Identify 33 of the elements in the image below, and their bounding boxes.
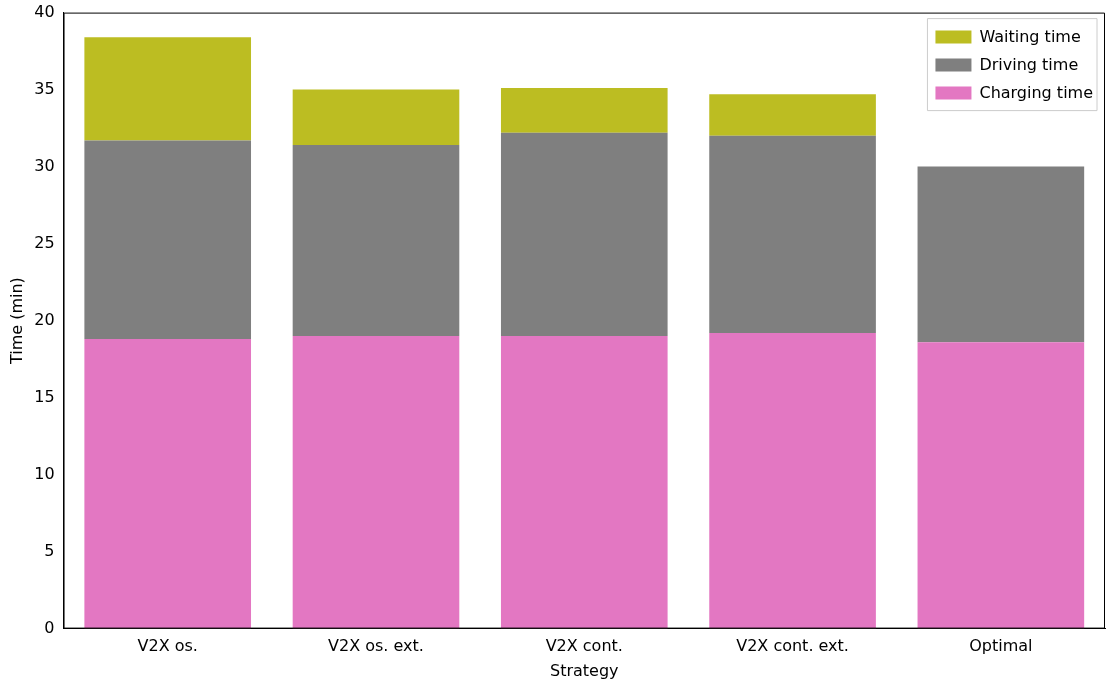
bar (709, 135, 876, 333)
y-tick-label: 35 (34, 78, 55, 98)
bar (709, 332, 876, 629)
bar (84, 140, 252, 340)
y-tick-label: 40 (34, 1, 55, 21)
bar (500, 88, 668, 133)
x-axis-title: Strategy (550, 660, 619, 680)
bar (292, 89, 460, 146)
y-tick-label: 0 (44, 617, 55, 637)
x-tick-label: V2X os. (137, 636, 198, 656)
bar (500, 132, 668, 336)
y-tick-label: 25 (34, 232, 55, 252)
x-tick-label: V2X os. ext. (328, 636, 424, 656)
y-tick-label: 20 (34, 309, 55, 329)
bar (917, 166, 1085, 343)
bar (292, 145, 460, 336)
x-tick-label: V2X cont. (545, 636, 623, 656)
bar (292, 336, 460, 629)
bar (84, 37, 252, 141)
bar (500, 336, 668, 629)
bar (917, 342, 1085, 629)
legend-label: Driving time (979, 54, 1079, 74)
x-tick-label: Optimal (969, 636, 1033, 656)
y-tick-label: 10 (34, 463, 55, 483)
bar (709, 94, 876, 136)
y-tick-label: 30 (34, 155, 55, 175)
y-tick-label: 15 (34, 386, 55, 406)
y-axis-title: Time (min) (6, 277, 26, 366)
x-tick-label: V2X cont. ext. (736, 636, 849, 656)
legend-label: Charging time (979, 82, 1093, 102)
legend-label: Waiting time (979, 26, 1081, 46)
bar (84, 339, 252, 629)
y-tick-label: 5 (44, 540, 55, 560)
